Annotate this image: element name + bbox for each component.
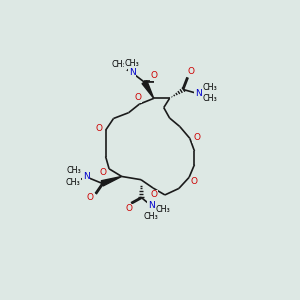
- Text: O: O: [151, 71, 158, 80]
- Text: O: O: [150, 190, 157, 200]
- Text: O: O: [188, 68, 195, 76]
- Text: O: O: [191, 178, 198, 187]
- Text: CH₃: CH₃: [202, 94, 217, 103]
- Text: N: N: [195, 89, 202, 98]
- Polygon shape: [101, 176, 122, 186]
- Text: O: O: [125, 204, 133, 213]
- Text: CH₃: CH₃: [202, 83, 217, 92]
- Text: CH₃: CH₃: [156, 205, 170, 214]
- Text: O: O: [87, 194, 94, 202]
- Text: O: O: [95, 124, 102, 133]
- Text: O: O: [193, 133, 200, 142]
- Text: CH₃: CH₃: [112, 60, 126, 69]
- Text: CH₃: CH₃: [65, 178, 80, 187]
- Text: N: N: [129, 68, 136, 77]
- Text: O: O: [134, 93, 141, 102]
- Text: N: N: [148, 201, 155, 210]
- Text: O: O: [100, 168, 107, 177]
- Polygon shape: [142, 81, 154, 98]
- Text: CH₃: CH₃: [144, 212, 158, 221]
- Text: N: N: [83, 172, 90, 182]
- Text: CH₃: CH₃: [125, 59, 140, 68]
- Text: CH₃: CH₃: [66, 166, 81, 175]
